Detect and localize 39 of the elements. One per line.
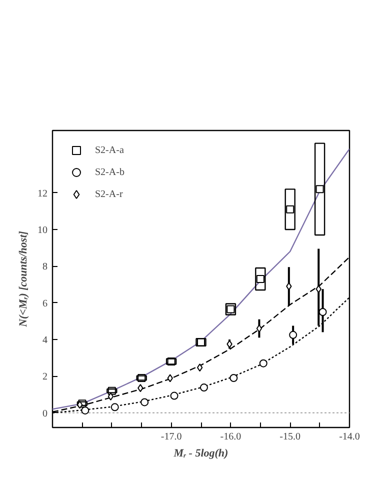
x-tick-label: -15.0 — [280, 432, 301, 442]
y-tick-label: 8 — [42, 262, 48, 273]
point — [200, 384, 208, 392]
point — [81, 406, 90, 414]
point — [286, 282, 292, 290]
point — [230, 374, 238, 382]
legend-label: S2-A-b — [95, 166, 124, 178]
legend-label: S2-A-a — [95, 144, 124, 156]
y-tick-label: 12 — [38, 188, 48, 200]
x-tick-label: -14.0 — [339, 432, 360, 442]
point — [196, 364, 203, 372]
point — [76, 400, 83, 409]
y-tick-label: 2 — [42, 372, 48, 383]
point — [108, 392, 114, 401]
x-tick-label: -16.0 — [220, 432, 242, 442]
point — [289, 330, 298, 339]
point — [167, 374, 173, 382]
point — [318, 308, 327, 316]
y-axis-title: N(<Mᵣ) [counts/host] — [18, 230, 30, 328]
point — [256, 324, 262, 332]
point — [110, 403, 119, 412]
y-tick-label: 4 — [42, 335, 48, 346]
point — [316, 285, 322, 294]
point — [138, 384, 144, 392]
point — [259, 359, 268, 368]
y-tick-label: 6 — [42, 298, 48, 310]
bar — [284, 188, 296, 230]
bar — [314, 142, 326, 236]
legend-label: S2-A-r — [95, 188, 123, 200]
x-axis-title: Mᵣ - 5log(h) — [172, 448, 228, 460]
bar — [255, 267, 266, 291]
point — [140, 398, 149, 406]
y-tick-label: 10 — [38, 225, 48, 236]
x-tick-label: -17.0 — [160, 432, 182, 442]
point — [316, 185, 324, 194]
point — [170, 392, 178, 400]
line-series — [52, 148, 350, 410]
point — [286, 205, 294, 214]
y-tick-label: 0 — [42, 408, 48, 420]
